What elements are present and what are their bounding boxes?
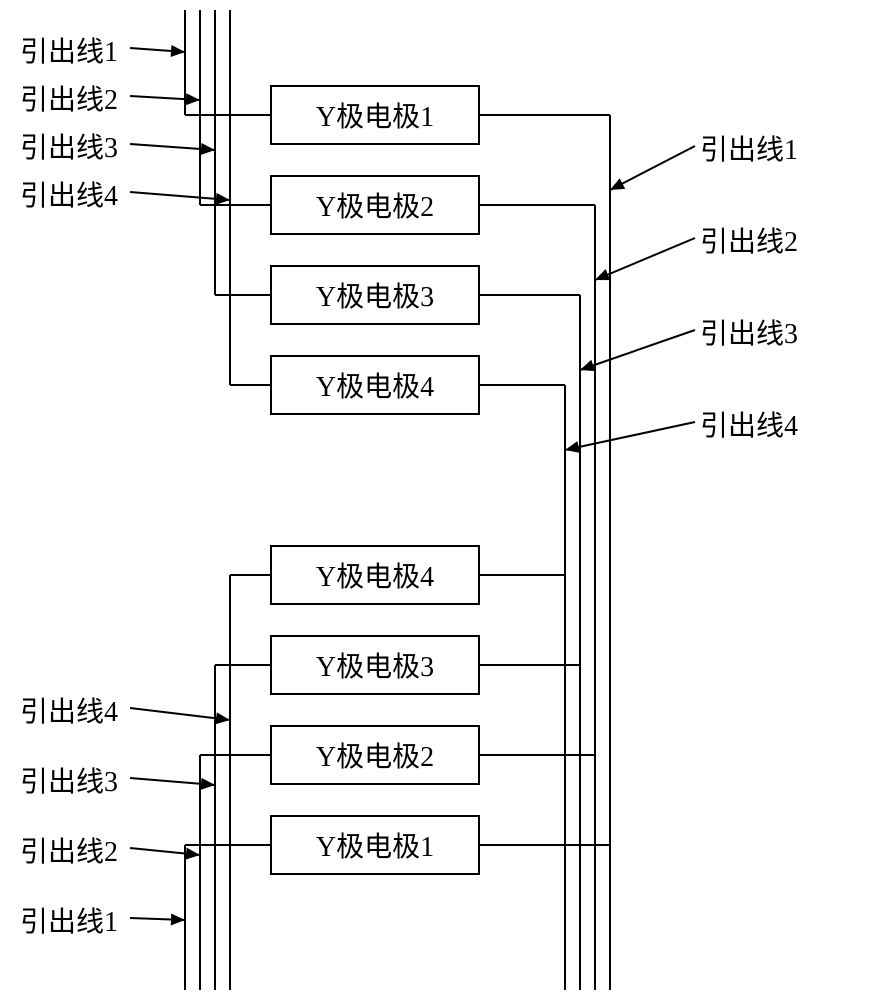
top-electrode-4: Y极电极4 <box>270 355 480 415</box>
top-left-lead-label-4: 引出线4 <box>20 174 118 214</box>
top-left-lead-label-3: 引出线3 <box>20 126 118 166</box>
bottom-left-lead-label-3: 引出线2 <box>20 830 118 870</box>
top-right-lead-label-3: 引出线3 <box>700 312 798 352</box>
top-left-lead-label-1: 引出线1 <box>20 30 118 70</box>
bottom-electrode-2: Y极电极3 <box>270 635 480 695</box>
bottom-electrode-1: Y极电极4 <box>270 545 480 605</box>
diagram-canvas: Y极电极1 Y极电极2 Y极电极3 Y极电极4 引出线1 引出线2 引出线3 引出线4 引出线1… <box>0 0 881 1000</box>
top-right-lead-label-1: 引出线1 <box>700 128 798 168</box>
bottom-electrode-4: Y极电极1 <box>270 815 480 875</box>
bottom-left-lead-label-2: 引出线3 <box>20 760 118 800</box>
top-left-lead-label-2: 引出线2 <box>20 78 118 118</box>
bottom-electrode-3: Y极电极2 <box>270 725 480 785</box>
top-electrode-3: Y极电极3 <box>270 265 480 325</box>
top-right-lead-label-2: 引出线2 <box>700 220 798 260</box>
top-right-lead-label-4: 引出线4 <box>700 404 798 444</box>
top-electrode-1: Y极电极1 <box>270 85 480 145</box>
bottom-left-lead-label-4: 引出线1 <box>20 900 118 940</box>
bottom-left-lead-label-1: 引出线4 <box>20 690 118 730</box>
top-electrode-2: Y极电极2 <box>270 175 480 235</box>
